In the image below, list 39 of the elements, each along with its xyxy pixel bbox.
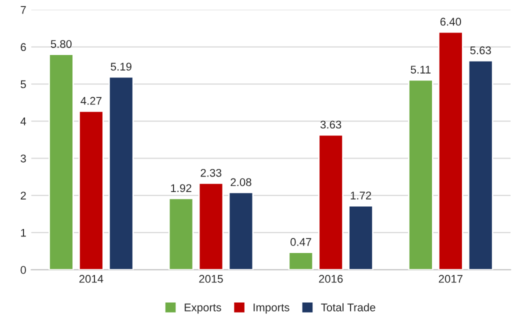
x-tick-label: 2016: [319, 274, 343, 283]
bar: [468, 60, 494, 270]
data-label: 0.47: [290, 238, 312, 246]
y-tick-label: 5: [20, 80, 26, 88]
y-tick-label: 4: [20, 118, 26, 126]
bar: [408, 79, 434, 270]
bar: [198, 182, 224, 270]
bar: [438, 31, 464, 270]
data-label: 1.72: [350, 192, 372, 200]
bar: [48, 54, 74, 270]
bar: [168, 198, 194, 270]
bar: [318, 134, 344, 270]
data-label: 4.27: [80, 96, 102, 105]
y-tick-label: 6: [20, 43, 26, 52]
data-label: 2.08: [230, 178, 252, 186]
bar: [228, 192, 254, 270]
bar: [78, 110, 104, 270]
data-label: 5.11: [410, 66, 431, 74]
y-tick-label: 3: [20, 154, 26, 162]
legend-label: Imports: [254, 304, 290, 314]
x-tick-label: 2017: [438, 274, 462, 283]
data-label: 1.92: [171, 184, 192, 192]
data-label: 5.80: [50, 40, 72, 48]
y-tick-label: 0: [20, 266, 26, 274]
legend-label: Exports: [184, 304, 222, 314]
data-label: 6.40: [440, 18, 462, 26]
x-tick-label: 2014: [79, 274, 104, 283]
data-label: 5.19: [110, 62, 132, 71]
y-tick-label: 1: [21, 228, 26, 237]
bar: [348, 205, 374, 270]
bar: [288, 252, 314, 270]
bar: [108, 76, 134, 270]
y-tick-label: 7: [20, 6, 26, 14]
legend-label: Total Trade: [321, 303, 376, 312]
x-tick-label: 2015: [199, 274, 223, 283]
data-label: 5.63: [470, 46, 491, 54]
data-label: 3.63: [320, 120, 342, 129]
y-tick-label: 2: [20, 192, 26, 200]
data-label: 2.33: [200, 168, 222, 177]
